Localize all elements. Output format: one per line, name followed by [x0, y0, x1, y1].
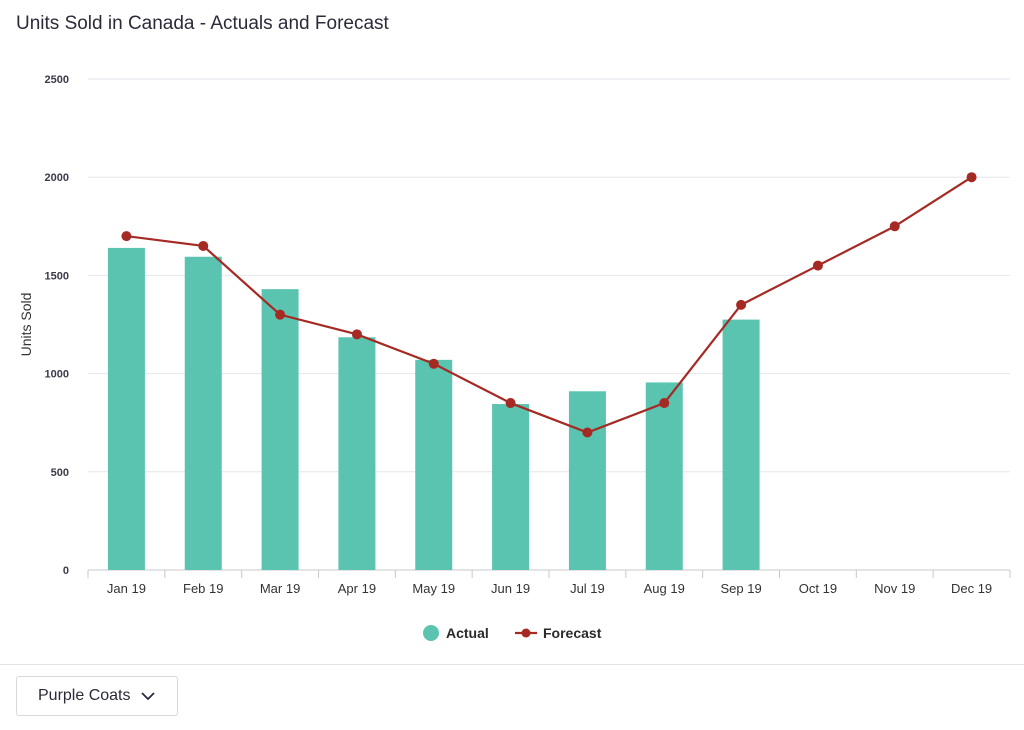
x-axis: Jan 19 Feb 19 Mar 19 Apr 19 May 19 Jun 19 Jul …: [87, 570, 1011, 596]
y-tick-label: 1500: [45, 270, 69, 282]
y-tick-label: 500: [51, 467, 69, 479]
chevron-down-icon: [140, 692, 155, 701]
legend-label-actual: Actual: [446, 625, 489, 641]
forecast-line-path: [126, 176, 973, 434]
legend-swatch-actual: [423, 625, 439, 641]
x-tick-label: Feb 19: [183, 581, 223, 596]
forecast-point: [428, 358, 439, 369]
x-tick-label: Sep 19: [720, 581, 761, 596]
divider: [0, 664, 1024, 665]
x-tick-label: Nov 19: [874, 581, 915, 596]
forecast-point: [275, 309, 286, 320]
y-axis-ticks: 0 500 1000 1500 2000 2500: [45, 74, 69, 577]
forecast-point: [121, 231, 132, 242]
y-tick-label: 2000: [45, 172, 69, 184]
grid-lines: [88, 78, 1010, 571]
product-dropdown[interactable]: Purple Coats: [16, 676, 178, 716]
legend-item-actual[interactable]: Actual: [423, 625, 489, 641]
bar-actual: [107, 247, 145, 571]
y-tick-label: 0: [63, 565, 69, 577]
bar-actual: [645, 382, 683, 570]
x-tick-label: Apr 19: [338, 581, 376, 596]
dropdown-label: Purple Coats: [38, 687, 131, 704]
forecast-point: [966, 172, 977, 183]
forecast-point: [351, 329, 362, 340]
forecast-point: [198, 240, 209, 251]
x-tick-label: Jan 19: [107, 581, 146, 596]
legend-swatch-forecast: [521, 628, 531, 638]
chart: Units Sold 0 500 1000 1500 2000 2500 Jan 19 Fe…: [18, 74, 1011, 641]
forecast-line: [121, 172, 977, 438]
forecast-point: [582, 427, 593, 438]
y-axis-label: Units Sold: [18, 293, 34, 357]
forecast-point: [889, 221, 900, 232]
bar-actual: [261, 289, 299, 570]
x-tick-label: May 19: [412, 581, 455, 596]
bar-actual: [338, 337, 376, 570]
forecast-point: [812, 260, 823, 271]
forecast-point: [659, 398, 670, 409]
legend-label-forecast: Forecast: [543, 625, 602, 641]
forecast-point: [505, 398, 516, 409]
actual-bars: [107, 247, 760, 571]
forecast-point: [736, 299, 747, 310]
x-tick-label: Jul 19: [570, 581, 605, 596]
x-tick-label: Mar 19: [260, 581, 300, 596]
x-tick-label: Aug 19: [644, 581, 685, 596]
bar-actual: [492, 404, 530, 570]
y-tick-label: 1000: [45, 369, 69, 381]
x-tick-label: Jun 19: [491, 581, 530, 596]
legend-item-forecast[interactable]: Forecast: [515, 625, 602, 641]
bar-actual: [568, 391, 606, 570]
y-tick-label: 2500: [45, 74, 69, 86]
bar-actual: [415, 359, 453, 570]
chart-title: Units Sold in Canada - Actuals and Forec…: [16, 13, 389, 34]
bar-actual: [722, 319, 760, 570]
legend[interactable]: Actual Forecast: [423, 625, 602, 641]
bar-actual: [184, 256, 222, 570]
x-tick-label: Oct 19: [799, 581, 837, 596]
x-tick-label: Dec 19: [951, 581, 992, 596]
